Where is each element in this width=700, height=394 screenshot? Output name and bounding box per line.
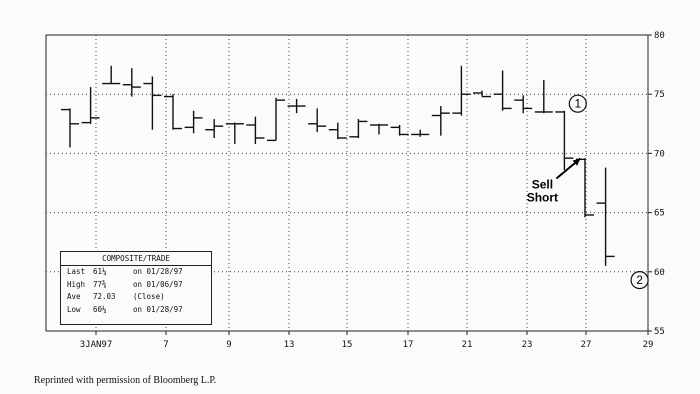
y-tick-label: 65 <box>654 209 665 219</box>
x-tick-label: 23 <box>522 340 533 350</box>
x-tick-label: 13 <box>284 340 295 350</box>
ohlc-bar <box>493 70 512 111</box>
ohlc-bar <box>184 110 203 134</box>
ohlc-bar <box>452 65 471 116</box>
legend-date: on 01/28/97 <box>133 304 183 314</box>
x-tick-label: 27 <box>581 340 592 350</box>
marker-circle <box>630 270 649 290</box>
x-tick-label: 29 <box>643 340 654 350</box>
y-tick-label: 75 <box>654 90 665 100</box>
ohlc-bar <box>164 94 182 130</box>
legend-row-last: Last 61¼ on 01/28/97 <box>61 266 211 279</box>
x-tick-label: 3JAN97 <box>80 340 113 350</box>
x-tick-label: 21 <box>462 340 473 350</box>
ohlc-bar <box>61 108 79 148</box>
ohlc-bar <box>349 119 368 139</box>
ohlc-bar <box>246 116 265 144</box>
ohlc-bar <box>308 108 327 133</box>
legend-value: 61¼ <box>93 267 107 276</box>
marker-circle <box>568 94 587 113</box>
ohlc-bar <box>122 68 141 97</box>
arrow-head <box>572 158 581 166</box>
legend-row-high: High 77⅜ on 01/06/97 <box>61 279 211 292</box>
legend-date: (Close) <box>133 292 165 301</box>
legend-row-low: Low 60¼ on 01/28/97 <box>61 304 211 317</box>
ohlc-bar <box>328 122 347 140</box>
ohlc-bar <box>143 76 162 130</box>
marker-number: 1 <box>574 97 581 111</box>
ohlc-bar <box>431 106 450 136</box>
ohlc-bars <box>61 65 615 266</box>
legend-date: on 01/06/97 <box>133 279 183 289</box>
sell-short-label: Short <box>527 191 558 205</box>
y-tick-label: 80 <box>654 31 665 41</box>
ohlc-bar <box>102 65 121 85</box>
ohlc-bar <box>81 87 100 124</box>
ohlc-bar <box>205 119 224 139</box>
x-tick-label: 15 <box>342 340 353 350</box>
x-tick-label: 17 <box>403 340 414 350</box>
legend-value: 60¼ <box>93 304 107 314</box>
ohlc-bar <box>514 95 533 114</box>
y-tick-label: 55 <box>654 327 665 337</box>
ohlc-bar <box>287 98 306 114</box>
y-tick-label: 70 <box>654 149 665 159</box>
ohlc-bar <box>370 123 388 135</box>
marker-number: 2 <box>636 273 643 287</box>
sell-short-label: Sell <box>532 178 553 192</box>
ohlc-bar <box>390 124 409 136</box>
ohlc-bar <box>267 97 285 142</box>
legend-label: Ave <box>67 292 81 301</box>
ohlc-bar <box>473 90 491 98</box>
legend-value: 72.03 <box>93 292 116 301</box>
credit-line: Reprinted with permission of Bloomberg L… <box>34 375 217 386</box>
ohlc-bar <box>596 167 615 266</box>
legend-value: 77⅜ <box>93 279 107 289</box>
legend-title: COMPOSITE/TRADE <box>61 252 211 266</box>
x-tick-label: 9 <box>226 340 231 350</box>
ohlc-bar <box>555 110 574 170</box>
y-tick-label: 60 <box>654 268 665 278</box>
x-tick-label: 7 <box>163 340 168 350</box>
ohlc-bar <box>534 79 553 114</box>
legend-label: High <box>67 279 86 289</box>
legend-label: Low <box>67 304 81 314</box>
ohlc-bar <box>411 129 430 137</box>
legend-label: Last <box>67 267 86 276</box>
legend-row-ave: Ave 72.03 (Close) <box>61 291 211 304</box>
legend-date: on 01/28/97 <box>133 267 183 276</box>
ohlc-bar <box>225 122 244 144</box>
legend-box: COMPOSITE/TRADE Last 61¼ on 01/28/97 Hig… <box>60 251 212 325</box>
